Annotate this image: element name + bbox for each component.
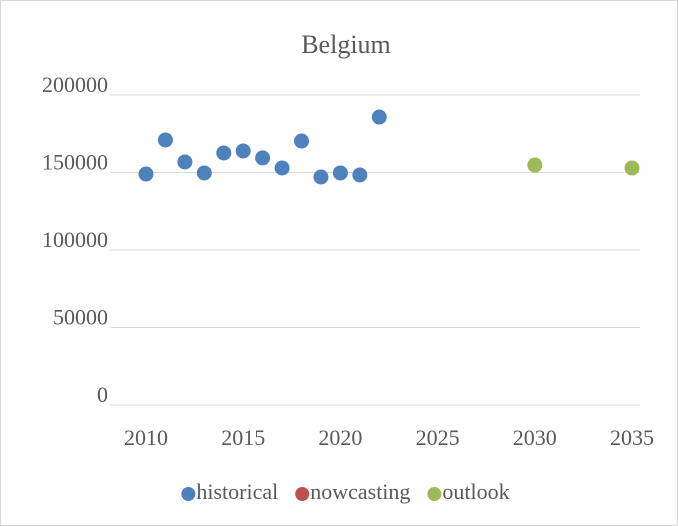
legend-marker [181,487,196,501]
legend-label: nowcasting [310,479,410,504]
data-point [274,160,290,176]
x-tick-label: 2030 [513,425,557,450]
x-tick-label: 2035 [610,425,654,450]
data-point [196,165,212,181]
data-point [235,143,251,159]
data-point [177,154,193,170]
data-point [313,169,329,185]
x-tick-label: 2020 [318,425,362,450]
data-point [332,165,348,181]
data-point [138,166,154,182]
data-point [624,160,640,176]
y-tick-label: 200000 [42,72,108,97]
data-point [216,145,232,161]
x-tick-label: 2015 [221,425,265,450]
data-point [371,109,387,125]
y-tick-label: 0 [97,382,108,407]
legend-label: historical [196,479,278,504]
y-tick-label: 100000 [42,227,108,252]
y-tick-label: 150000 [42,150,108,175]
x-tick-label: 2010 [124,425,168,450]
legend-label: outlook [442,479,509,504]
data-point [157,132,173,148]
legend-marker [427,487,442,501]
data-point [527,157,543,173]
legend-marker [295,487,310,501]
data-point [255,150,271,166]
data-point [352,167,368,183]
data-point [294,133,310,149]
chart-title: Belgium [301,30,391,59]
y-tick-label: 50000 [53,305,108,330]
x-tick-label: 2025 [416,425,460,450]
